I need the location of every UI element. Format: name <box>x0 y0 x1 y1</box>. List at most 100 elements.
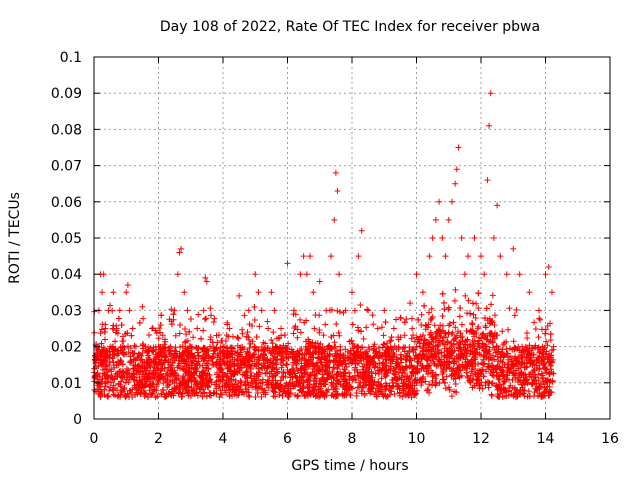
data-point <box>239 389 246 396</box>
data-point <box>259 376 266 383</box>
data-point <box>254 389 261 396</box>
data-point <box>422 378 429 385</box>
data-point <box>487 354 494 361</box>
data-point <box>213 390 220 397</box>
data-point <box>513 360 520 367</box>
data-point <box>371 379 378 386</box>
data-point <box>500 353 507 360</box>
data-point <box>180 358 187 365</box>
data-point <box>403 384 410 391</box>
data-point <box>112 338 119 345</box>
data-point <box>337 360 344 367</box>
data-point <box>221 360 228 367</box>
data-point <box>406 384 413 391</box>
data-point <box>152 358 159 365</box>
data-point <box>225 387 232 394</box>
data-point <box>330 381 337 388</box>
data-point <box>347 350 354 357</box>
data-point <box>193 381 200 388</box>
data-point <box>334 187 341 194</box>
data-point <box>411 391 418 398</box>
data-point <box>391 371 398 378</box>
data-point <box>316 312 323 319</box>
data-point <box>470 328 477 335</box>
data-point <box>168 306 175 313</box>
data-point <box>528 345 535 352</box>
data-point <box>201 357 208 364</box>
x-tick-label: 8 <box>348 431 357 447</box>
data-point <box>95 355 102 362</box>
data-point <box>204 365 211 372</box>
data-point <box>98 340 105 347</box>
data-point <box>158 361 165 368</box>
data-point <box>518 352 525 359</box>
data-point <box>538 393 545 400</box>
data-point <box>315 354 322 361</box>
data-point <box>469 320 476 327</box>
data-point <box>214 371 221 378</box>
data-point <box>524 350 531 357</box>
data-point <box>146 362 153 369</box>
data-point <box>272 348 279 355</box>
data-point <box>446 347 453 354</box>
data-point <box>432 353 439 360</box>
data-point <box>232 381 239 388</box>
data-point <box>402 363 409 370</box>
data-point <box>101 365 108 372</box>
data-point <box>403 316 410 323</box>
data-point <box>313 363 320 370</box>
data-point <box>436 198 443 205</box>
data-point <box>315 386 322 393</box>
data-point <box>179 357 186 364</box>
data-point <box>102 325 109 332</box>
data-point <box>550 343 557 350</box>
data-point <box>189 352 196 359</box>
data-point <box>545 353 552 360</box>
data-point <box>118 321 125 328</box>
data-point <box>220 369 227 376</box>
data-point <box>469 366 476 373</box>
data-point <box>169 368 176 375</box>
data-point <box>173 376 180 383</box>
data-point <box>427 316 434 323</box>
data-point <box>323 387 330 394</box>
data-point <box>413 343 420 350</box>
data-point <box>544 342 551 349</box>
data-point <box>127 353 134 360</box>
data-point <box>237 357 244 364</box>
data-point <box>452 324 459 331</box>
data-point <box>126 359 133 366</box>
data-point <box>245 361 252 368</box>
data-point <box>312 343 319 350</box>
data-point <box>540 353 547 360</box>
data-point <box>364 352 371 359</box>
data-point <box>503 271 510 278</box>
data-point <box>298 360 305 367</box>
data-point <box>245 389 252 396</box>
data-point <box>253 333 260 340</box>
data-point <box>481 353 488 360</box>
data-point <box>510 361 517 368</box>
data-point <box>366 365 373 372</box>
data-point <box>542 326 549 333</box>
data-point <box>490 373 497 380</box>
data-point <box>536 349 543 356</box>
data-point <box>489 362 496 369</box>
data-point <box>262 340 269 347</box>
data-point <box>187 392 194 399</box>
data-point <box>251 303 258 310</box>
data-point <box>142 343 149 350</box>
data-point <box>172 332 179 339</box>
data-point <box>154 365 161 372</box>
data-point <box>463 369 470 376</box>
data-point <box>297 329 304 336</box>
data-point <box>442 253 449 260</box>
data-point <box>380 341 387 348</box>
data-point <box>435 350 442 357</box>
data-point <box>426 253 433 260</box>
data-point <box>448 198 455 205</box>
data-point <box>155 335 162 342</box>
data-point <box>137 377 144 384</box>
data-point <box>181 382 188 389</box>
data-point <box>351 356 358 363</box>
